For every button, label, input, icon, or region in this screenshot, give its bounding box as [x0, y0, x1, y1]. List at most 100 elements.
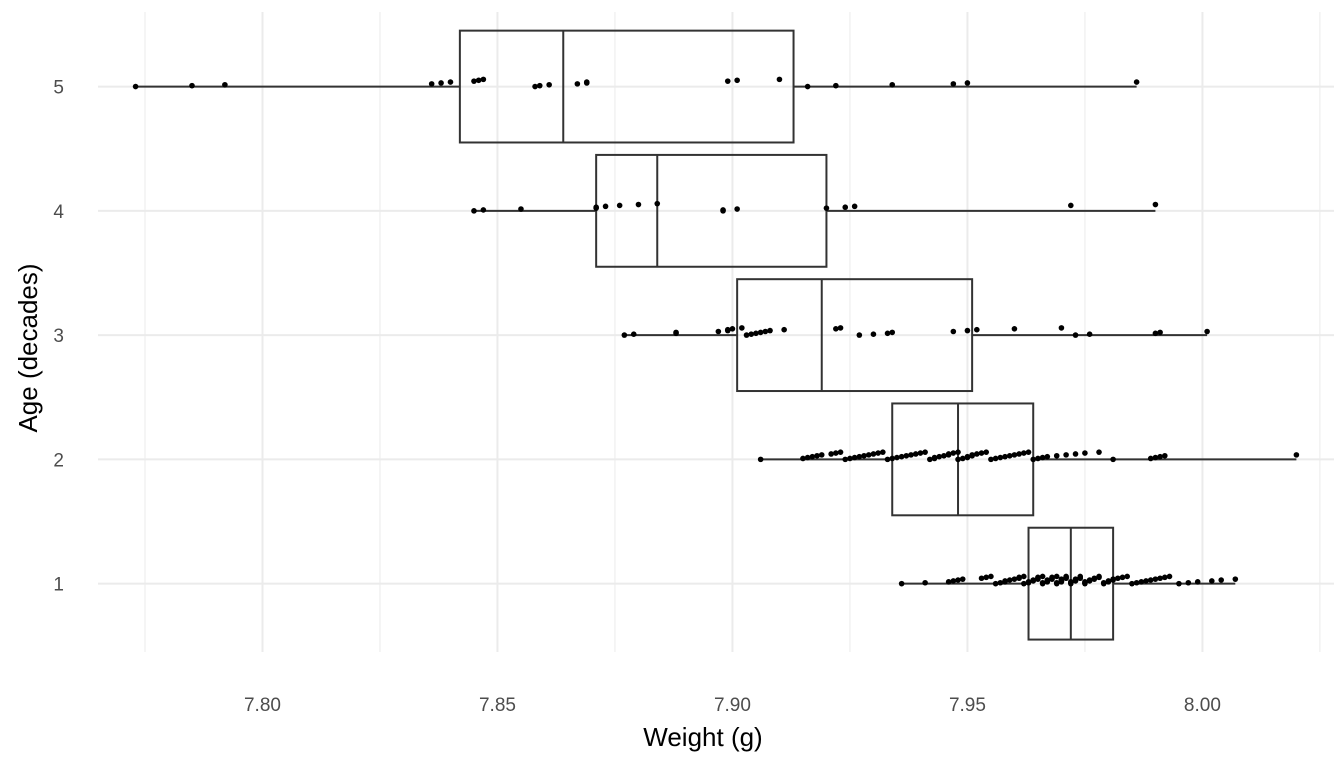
- data-point: [1185, 579, 1192, 586]
- data-point: [955, 449, 961, 455]
- data-point: [1152, 576, 1159, 582]
- data-point: [992, 455, 999, 462]
- data-point: [1006, 452, 1013, 459]
- data-point: [546, 81, 552, 88]
- data-point: [1293, 452, 1300, 458]
- data-point: [1157, 575, 1163, 582]
- data-point: [922, 579, 928, 586]
- data-point: [983, 449, 990, 455]
- data-point: [480, 207, 487, 213]
- data-point: [428, 81, 435, 87]
- data-point: [471, 208, 477, 214]
- data-point: [1143, 578, 1149, 584]
- data-point: [1218, 577, 1225, 583]
- data-point: [875, 450, 881, 456]
- data-point: [1072, 576, 1079, 582]
- data-point: [1152, 201, 1159, 208]
- x-tick-label: 8.00: [1184, 695, 1221, 716]
- data-point: [964, 453, 971, 460]
- data-point: [992, 580, 999, 587]
- data-point: [1072, 451, 1079, 457]
- data-point: [1194, 579, 1201, 585]
- data-point: [959, 455, 966, 462]
- data-point: [583, 79, 590, 85]
- data-point: [1025, 579, 1032, 585]
- data-point: [1006, 577, 1013, 583]
- y-tick-label: 2: [53, 450, 64, 471]
- data-point: [189, 82, 195, 89]
- data-point: [757, 329, 764, 336]
- data-point: [851, 203, 858, 210]
- data-point: [884, 456, 891, 463]
- data-point: [1152, 330, 1159, 337]
- data-point: [1162, 452, 1168, 459]
- data-point: [616, 202, 623, 209]
- data-point: [480, 76, 487, 83]
- data-point: [1096, 573, 1102, 580]
- y-tick-label: 1: [53, 575, 64, 596]
- data-point: [889, 81, 896, 88]
- tick-layer: 7.80 7.85 7.90 7.95 8.00 1 2 3 4 5: [53, 78, 1220, 716]
- data-point: [1068, 202, 1074, 209]
- data-point: [743, 332, 750, 338]
- data-point: [767, 327, 773, 334]
- data-point: [912, 451, 919, 457]
- data-point: [870, 331, 877, 338]
- data-point: [1100, 579, 1107, 586]
- data-point: [1232, 576, 1239, 582]
- data-point: [776, 76, 783, 83]
- data-point: [1016, 451, 1022, 457]
- data-point: [837, 449, 844, 455]
- y-tick-label: 5: [53, 78, 64, 99]
- data-point: [1152, 454, 1159, 461]
- data-point: [748, 331, 755, 338]
- data-point: [1058, 576, 1065, 582]
- data-point: [1086, 331, 1093, 338]
- data-point: [518, 206, 524, 212]
- data-point: [983, 574, 990, 581]
- data-point: [1039, 454, 1046, 461]
- data-point: [1053, 452, 1060, 459]
- data-point: [880, 449, 886, 455]
- x-tick-label: 7.85: [479, 695, 516, 716]
- data-point: [889, 455, 896, 462]
- data-point: [1011, 326, 1018, 332]
- data-point: [804, 454, 811, 461]
- data-point: [781, 326, 787, 333]
- data-point: [724, 326, 731, 333]
- y-tick-label: 3: [53, 326, 64, 347]
- data-point: [959, 576, 966, 582]
- data-point: [1129, 580, 1135, 587]
- y-axis-title: Age (decades): [13, 263, 43, 432]
- data-point: [903, 452, 910, 459]
- data-point: [908, 452, 914, 458]
- box-3: [736, 278, 974, 393]
- data-point: [861, 452, 867, 459]
- data-point: [729, 326, 736, 332]
- data-point: [630, 331, 637, 338]
- data-point: [1072, 332, 1079, 338]
- data-point: [1058, 325, 1065, 331]
- data-point: [870, 451, 877, 457]
- data-point: [1035, 574, 1041, 581]
- data-point: [974, 326, 980, 333]
- data-point: [762, 328, 769, 335]
- data-point: [964, 80, 971, 86]
- data-point: [1086, 577, 1093, 583]
- data-point: [950, 81, 957, 87]
- data-point: [1039, 573, 1046, 580]
- data-point: [673, 329, 679, 336]
- data-point: [898, 580, 905, 587]
- data-point: [833, 326, 839, 332]
- data-point: [1133, 579, 1140, 586]
- data-point: [804, 83, 811, 90]
- data-point: [1138, 579, 1145, 585]
- data-point: [757, 456, 764, 463]
- data-point: [1044, 577, 1051, 583]
- data-point: [950, 450, 957, 456]
- data-point: [1030, 456, 1037, 463]
- data-point: [964, 327, 971, 334]
- data-point: [941, 452, 947, 459]
- data-point: [823, 205, 830, 211]
- x-tick-label: 7.95: [949, 695, 986, 716]
